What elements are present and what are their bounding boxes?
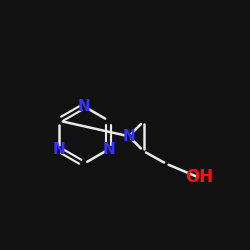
Text: N: N	[102, 142, 115, 157]
Text: OH: OH	[185, 168, 213, 186]
Text: N: N	[52, 142, 65, 157]
Text: N: N	[122, 129, 135, 144]
Text: N: N	[78, 99, 90, 114]
